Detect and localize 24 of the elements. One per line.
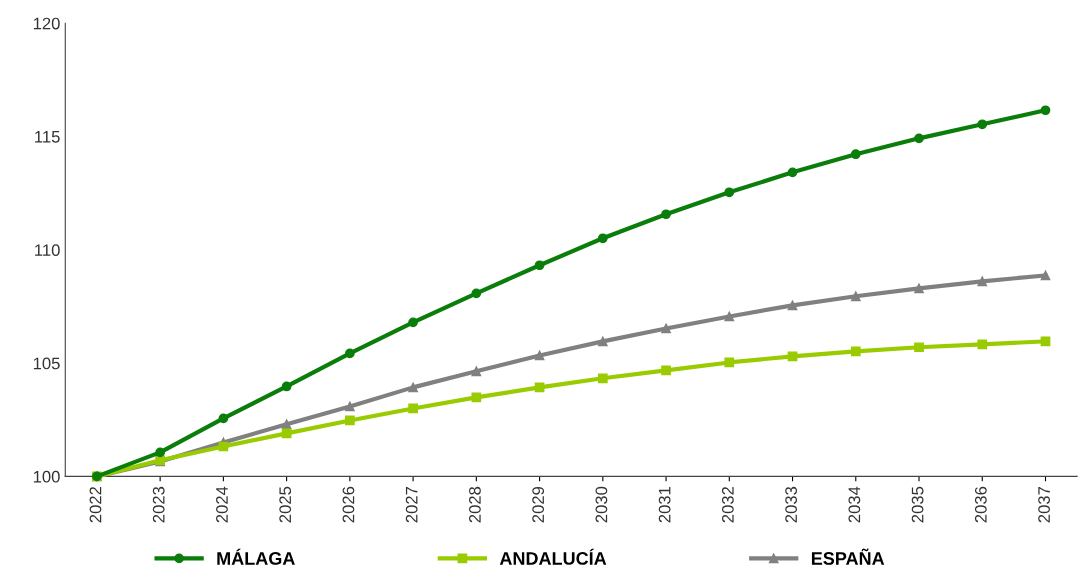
x-tick-label: 2037: [1038, 486, 1050, 523]
legend-label: ESPAÑA: [811, 548, 885, 565]
x-tick-label: 2027: [405, 486, 418, 523]
y-tick-label: 105: [33, 357, 60, 370]
x-tick-label: 2025: [279, 486, 292, 523]
x-tick-label: 2026: [342, 486, 355, 523]
x-tick-label: 2032: [721, 486, 734, 523]
x-tick-label: 2024: [216, 486, 228, 523]
y-tick-label: 100: [33, 470, 60, 483]
y-tick-label: 115: [35, 131, 60, 143]
legend-label: MÁLAGA: [217, 548, 295, 565]
x-tick-label: 2029: [532, 486, 545, 523]
x-tick-label: 2030: [595, 486, 608, 523]
x-tick-label: 2023: [152, 486, 165, 523]
x-tick-label: 2034: [848, 486, 861, 523]
x-tick-label: 2033: [785, 486, 798, 523]
x-tick-label: 2022: [89, 486, 102, 523]
y-tick-label: 110: [35, 244, 60, 257]
x-tick-label: 2028: [469, 486, 481, 523]
x-tick-label: 2035: [911, 486, 924, 523]
x-tick-label: 2036: [974, 486, 987, 523]
legend-label: ANDALUCÍA: [499, 548, 607, 565]
x-tick-label: 2031: [658, 486, 671, 523]
y-tick-label: 120: [33, 17, 60, 30]
